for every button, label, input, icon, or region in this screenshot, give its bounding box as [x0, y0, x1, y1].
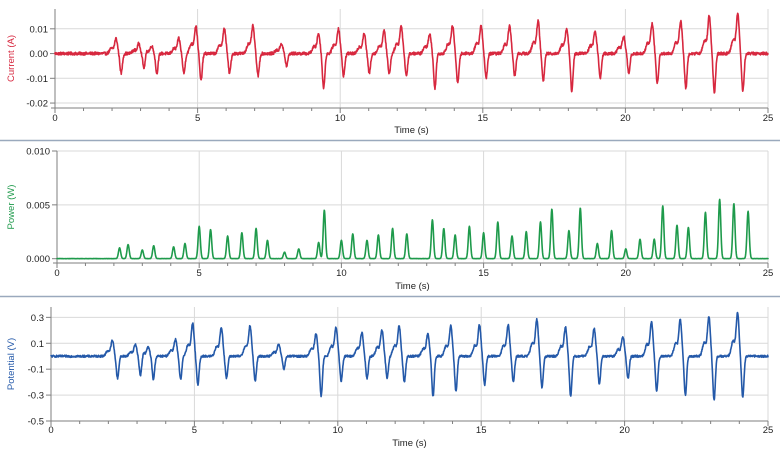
current-x-tick-label: 25: [763, 113, 774, 124]
current-x-tick-label: 5: [195, 113, 200, 124]
power-x-tick-label: 15: [478, 268, 489, 279]
power-x-tick-label: 10: [336, 268, 347, 279]
current-x-tick-label: 15: [478, 113, 489, 124]
power-y-tick-label: 0.005: [26, 200, 50, 211]
power-y-tick-label: 0.000: [26, 254, 50, 265]
power-series-line: [56, 198, 769, 260]
potential-graph: 0 5 10 15 20 25 0.3 0.1 -0.1 -0.3 -0.5 Time (s) Pote…: [6, 307, 773, 449]
power-x-tick-label: 0: [54, 268, 59, 279]
potential-x-tick-label: 10: [333, 425, 344, 436]
current-y-tick-label: 0.01: [30, 24, 49, 35]
potential-y-tick-label: 0.1: [31, 339, 44, 350]
potential-y-tick-label: -0.1: [28, 365, 44, 376]
potential-x-tick-label: 25: [763, 425, 774, 436]
power-y-tick-label: 0.010: [26, 147, 50, 158]
current-y-tick-label: -0.02: [26, 99, 48, 110]
power-x-axis-title: Time (s): [395, 281, 429, 292]
potential-y-axis-title: Potential (V): [6, 338, 17, 390]
current-series-line: [54, 12, 769, 94]
power-x-tick-label: 20: [621, 268, 632, 279]
power-graph: 0 5 10 15 20 25 0.010 0.005 0.000 Time (s) Power (…: [6, 147, 773, 293]
potential-series-line: [50, 311, 769, 401]
current-x-tick-label: 20: [620, 113, 631, 124]
current-y-tick-label: -0.01: [26, 74, 48, 85]
current-y-axis-title: Current (A): [6, 35, 17, 82]
current-x-tick-label: 0: [52, 113, 57, 124]
current-graph: 0 5 10 15 20 25 0.01 0.00 -0.01 -0.02 Time (s) Curr…: [6, 9, 773, 136]
potential-x-tick-label: 20: [619, 425, 630, 436]
power-y-axis-title: Power (W): [6, 185, 17, 230]
power-x-tick-label: 5: [197, 268, 202, 279]
potential-y-tick-label: -0.3: [28, 391, 44, 402]
current-x-tick-label: 10: [335, 113, 346, 124]
power-x-tick-label: 25: [763, 268, 774, 279]
potential-x-tick-label: 0: [48, 425, 53, 436]
potential-x-axis-title: Time (s): [392, 438, 426, 449]
potential-x-tick-label: 15: [476, 425, 487, 436]
current-x-axis-title: Time (s): [394, 125, 428, 136]
potential-x-tick-label: 5: [192, 425, 197, 436]
current-y-tick-label: 0.00: [30, 49, 49, 60]
potential-y-tick-label: -0.5: [28, 417, 44, 428]
potential-y-tick-label: 0.3: [31, 313, 44, 324]
